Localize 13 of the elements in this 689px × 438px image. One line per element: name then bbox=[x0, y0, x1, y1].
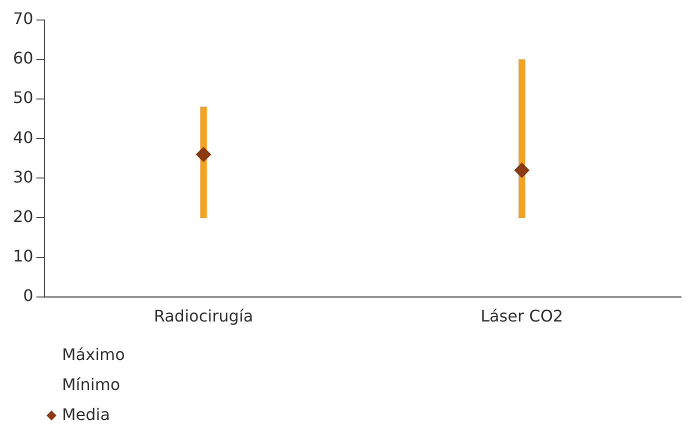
y-tick-label: 0 bbox=[23, 286, 34, 305]
text: Mínimo bbox=[62, 374, 120, 396]
y-tick-label: 10 bbox=[13, 246, 34, 266]
y-tick-label: 60 bbox=[13, 48, 34, 68]
y-tick-label: 70 bbox=[13, 9, 34, 28]
y-tick-label: 20 bbox=[13, 206, 34, 226]
y-tick-label: 40 bbox=[13, 128, 34, 147]
x-tick-label: Radiocirugía bbox=[154, 306, 254, 326]
legend-label: Media bbox=[62, 404, 110, 426]
x-tick-label: Láser CO2 bbox=[480, 306, 564, 326]
y-tick-label: 30 bbox=[13, 167, 34, 186]
text: Máximo bbox=[62, 344, 125, 366]
y-tick-label: 50 bbox=[13, 88, 34, 108]
